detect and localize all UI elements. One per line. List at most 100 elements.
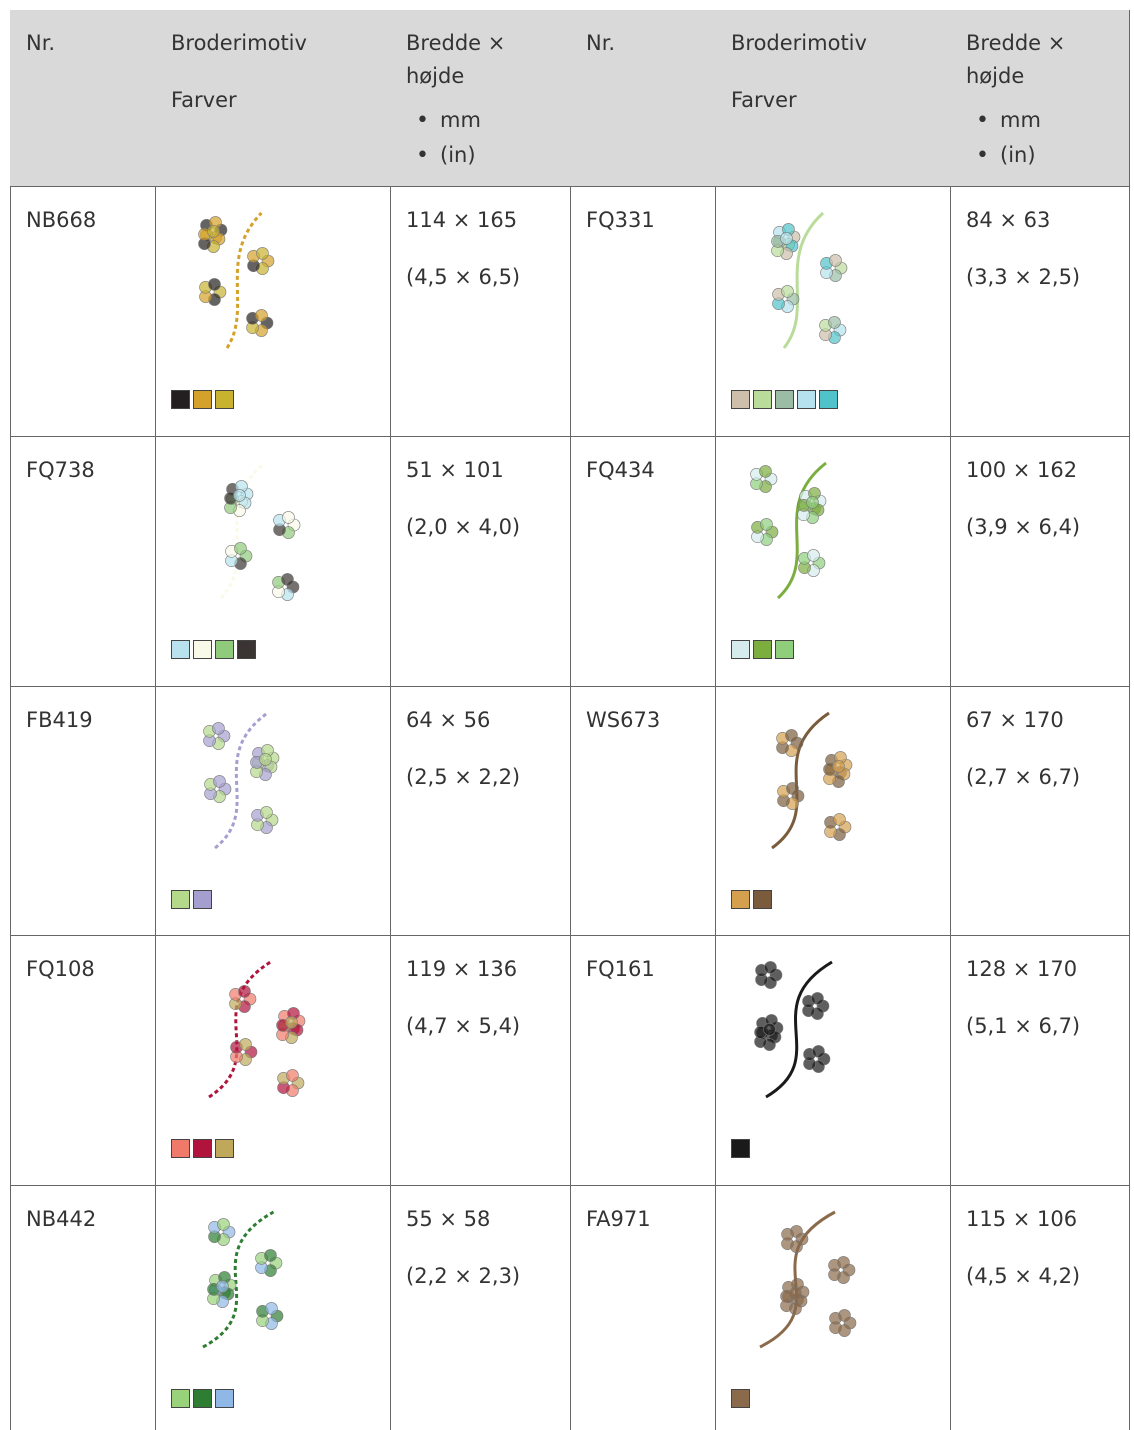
embroidery-image [750, 461, 827, 600]
design-number: NB442 [26, 1207, 97, 1231]
header-units: mm(in) [976, 103, 1041, 173]
size-in: (2,5 × 2,2) [406, 765, 521, 789]
header-cell [10, 10, 156, 187]
header-cell [715, 10, 951, 187]
size-mm: 128 × 170 [966, 957, 1078, 981]
table-cell [570, 436, 716, 687]
table-cell [10, 436, 156, 687]
header-unit: mm [416, 103, 481, 138]
size-in: (3,3 × 2,5) [966, 265, 1081, 289]
table-cell [10, 686, 156, 936]
header-size: højde [966, 64, 1025, 88]
embroidery-image [759, 1210, 857, 1349]
table-cell [10, 186, 156, 437]
color-swatch [731, 390, 750, 409]
color-swatch [237, 640, 256, 659]
color-swatch [171, 890, 190, 909]
design-number: FQ434 [586, 458, 655, 482]
header-unit: mm [976, 103, 1041, 138]
size-mm: 100 × 162 [966, 458, 1078, 482]
header-colors: Farver [731, 88, 797, 112]
table-cell [10, 1185, 156, 1430]
table-cell [155, 186, 391, 437]
header-cell [155, 10, 391, 187]
size-in: (2,2 × 2,3) [406, 1264, 521, 1288]
color-swatch [731, 890, 750, 909]
color-swatch [731, 1139, 750, 1158]
table-cell [570, 1185, 716, 1430]
table-cell [570, 935, 716, 1186]
header-colors: Farver [171, 88, 237, 112]
size-mm: 64 × 56 [406, 708, 491, 732]
header-nr: Nr. [26, 31, 56, 55]
table-cell [155, 1185, 391, 1430]
color-swatch [731, 1389, 750, 1408]
table-cell [950, 186, 1130, 437]
table-cell [715, 436, 951, 687]
design-number: FQ108 [26, 957, 95, 981]
header-unit: (in) [976, 138, 1041, 173]
size-in: (2,7 × 6,7) [966, 765, 1081, 789]
color-swatch [171, 390, 190, 409]
table-cell [155, 436, 391, 687]
table-cell [950, 935, 1130, 1186]
embroidery-image [198, 211, 275, 349]
color-swatch [193, 890, 212, 909]
table-border-left [10, 10, 11, 1430]
header-motif: Broderimotiv [171, 31, 307, 55]
header-motif: Broderimotiv [731, 31, 867, 55]
table-cell [390, 935, 571, 1186]
size-in: (4,7 × 5,4) [406, 1014, 521, 1038]
color-swatch [193, 640, 212, 659]
header-size: Bredde × [406, 31, 506, 55]
color-swatch [171, 1389, 190, 1408]
embroidery-image [219, 461, 301, 601]
design-number: NB668 [26, 208, 97, 232]
embroidery-image [771, 711, 853, 850]
embroidery-image [202, 1210, 284, 1349]
table-cell [155, 935, 391, 1186]
embroidery-image [754, 960, 833, 1099]
color-swatch [171, 1139, 190, 1158]
header-unit: (in) [416, 138, 481, 173]
embroidery-image [771, 211, 848, 349]
size-mm: 55 × 58 [406, 1207, 491, 1231]
table-cell [715, 1185, 951, 1430]
size-mm: 119 × 136 [406, 957, 518, 981]
size-mm: 67 × 170 [966, 708, 1064, 732]
size-in: (4,5 × 4,2) [966, 1264, 1081, 1288]
header-units: mm(in) [416, 103, 481, 173]
table-cell [950, 1185, 1130, 1430]
table-cell [155, 686, 391, 936]
color-swatch [775, 640, 794, 659]
table-cell [715, 935, 951, 1186]
color-swatch [797, 390, 816, 409]
design-number: FQ161 [586, 957, 655, 981]
table-cell [390, 436, 571, 687]
table-cell [390, 1185, 571, 1430]
size-mm: 114 × 165 [406, 208, 518, 232]
design-number: FQ738 [26, 458, 95, 482]
table-cell [10, 935, 156, 1186]
header-cell [570, 10, 716, 187]
color-swatch [193, 1139, 212, 1158]
color-swatch [215, 390, 234, 409]
design-number: WS673 [586, 708, 661, 732]
color-swatch [171, 640, 190, 659]
color-swatch [775, 390, 794, 409]
size-mm: 84 × 63 [966, 208, 1051, 232]
color-swatch [215, 640, 234, 659]
size-mm: 115 × 106 [966, 1207, 1078, 1231]
table-cell [715, 686, 951, 936]
header-size: Bredde × [966, 31, 1066, 55]
table-cell [570, 186, 716, 437]
color-swatch [215, 1389, 234, 1408]
table-cell [390, 186, 571, 437]
embroidery-image [208, 960, 306, 1099]
color-swatch [819, 390, 838, 409]
size-in: (5,1 × 6,7) [966, 1014, 1081, 1038]
table-cell [950, 686, 1130, 936]
header-nr: Nr. [586, 31, 616, 55]
design-number: FQ331 [586, 208, 655, 232]
